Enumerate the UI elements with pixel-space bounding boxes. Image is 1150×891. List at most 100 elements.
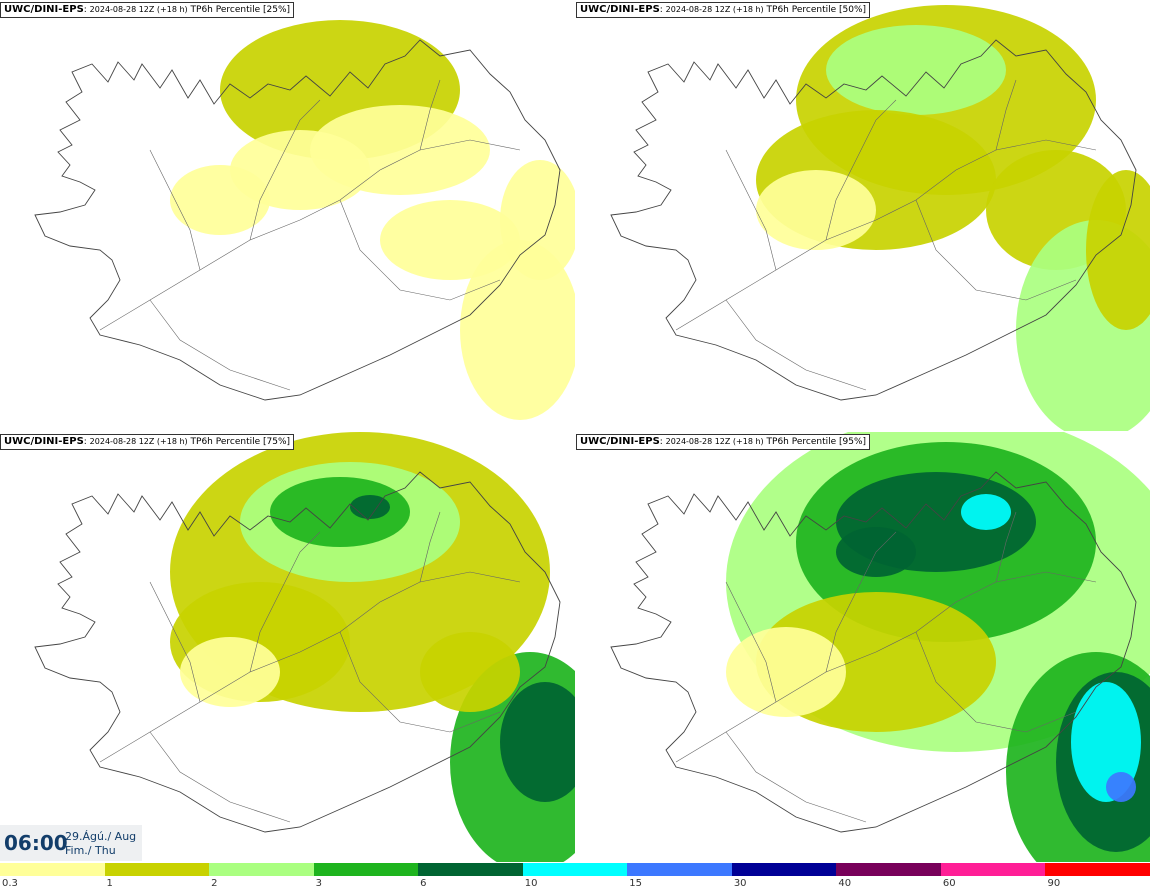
precip-area [270, 477, 410, 547]
legend-swatch [836, 863, 942, 876]
road-line [419, 79, 441, 151]
road-line [725, 149, 777, 271]
road-line [725, 299, 867, 391]
precip-map [610, 432, 1150, 863]
valid-date-line1: 29.Ágú./ Aug [65, 830, 137, 843]
precip-area [1086, 170, 1150, 330]
road-line [99, 139, 521, 331]
panel-title: UWC/DINI-EPS: 2024-08-28 12Z (+18 h) TP6… [0, 2, 295, 18]
road-line [419, 511, 441, 583]
precip-map [34, 432, 575, 863]
precip-map [34, 20, 575, 420]
coastline [34, 471, 561, 833]
run-info: 2024-08-28 12Z (+18 h) [665, 437, 764, 446]
legend-swatch [104, 863, 210, 876]
legend-swatch [940, 863, 1046, 876]
road-line [725, 581, 777, 703]
precip-field [726, 432, 1150, 863]
map-panel-p95: UWC/DINI-EPS: 2024-08-28 12Z (+18 h) TP6… [576, 432, 1150, 863]
map-panel-p75: UWC/DINI-EPS: 2024-08-28 12Z (+18 h) TP6… [0, 432, 575, 863]
road-line [825, 531, 897, 673]
legend-label: 0.3 [2, 878, 18, 889]
road-line [915, 631, 1077, 733]
road-line [249, 531, 321, 673]
precip-area [826, 25, 1006, 115]
legend-swatch [313, 863, 419, 876]
road-line [249, 99, 321, 241]
field-name: TP6h Percentile [25%] [190, 5, 291, 15]
legend-label: 2 [211, 878, 218, 889]
legend-label: 15 [629, 878, 642, 889]
road-line [825, 99, 897, 241]
precip-area [1106, 772, 1136, 802]
valid-date-line2: Fim./ Thu [65, 844, 116, 857]
precip-area [756, 170, 876, 250]
panel-title: UWC/DINI-EPS: 2024-08-28 12Z (+18 h) TP6… [576, 2, 871, 18]
precip-area [1071, 682, 1141, 802]
valid-time-box: 06:00 29.Ágú./ Aug Fim./ Thu [0, 825, 142, 861]
road-line [339, 199, 501, 301]
legend-label: 60 [942, 878, 956, 889]
map-panel-p25: UWC/DINI-EPS: 2024-08-28 12Z (+18 h) TP6… [0, 0, 575, 431]
road-line [915, 199, 1077, 301]
road-line [995, 79, 1017, 151]
precip-area [420, 632, 520, 712]
model-name: UWC/DINI-EPS [4, 4, 84, 15]
road-line [149, 299, 291, 391]
coastline [610, 39, 1137, 401]
legend-swatch [209, 863, 315, 876]
legend-label: 90 [1047, 878, 1061, 889]
valid-time: 06:00 [4, 831, 68, 855]
precip-area [170, 165, 270, 235]
road-line [725, 731, 867, 823]
map-panel-p50: UWC/DINI-EPS: 2024-08-28 12Z (+18 h) TP6… [576, 0, 1150, 431]
road-line [149, 731, 291, 823]
road-line [675, 139, 1097, 331]
precip-field [170, 20, 575, 420]
precip-area [500, 160, 575, 280]
model-name: UWC/DINI-EPS [580, 436, 660, 447]
model-name: UWC/DINI-EPS [4, 436, 84, 447]
legend-label: 40 [838, 878, 852, 889]
road-line [149, 581, 201, 703]
road-line [339, 631, 501, 733]
precip-area [961, 494, 1011, 530]
precip-field [170, 432, 575, 863]
road-line [675, 571, 1097, 763]
color-legend: 0.3 1 2 3 6 10 15 30 40 60 90 [0, 862, 1150, 891]
panel-divider [0, 431, 1150, 432]
field-name: TP6h Percentile [50%] [766, 5, 867, 15]
model-name: UWC/DINI-EPS [580, 4, 660, 15]
legend-label: 1 [106, 878, 113, 889]
legend-label: 30 [733, 878, 747, 889]
legend-swatch [522, 863, 628, 876]
precip-field [756, 5, 1150, 431]
legend-label: 3 [315, 878, 322, 889]
legend-label: 10 [524, 878, 538, 889]
legend-swatch [731, 863, 837, 876]
run-info: 2024-08-28 12Z (+18 h) [89, 437, 188, 446]
run-info: 2024-08-28 12Z (+18 h) [665, 5, 764, 14]
legend-label: 6 [420, 878, 427, 889]
legend-swatch [0, 863, 106, 876]
road-line [995, 511, 1017, 583]
precip-area [460, 240, 575, 420]
field-name: TP6h Percentile [95%] [766, 437, 867, 447]
legend-swatch [627, 863, 733, 876]
precip-area [726, 627, 846, 717]
precip-map [610, 5, 1150, 431]
road-line [149, 149, 201, 271]
precip-area [180, 637, 280, 707]
legend-swatch [1045, 863, 1150, 876]
precip-area [350, 495, 390, 519]
road-line [99, 571, 521, 763]
valid-date: 29.Ágú./ Aug Fim./ Thu [65, 830, 136, 858]
run-info: 2024-08-28 12Z (+18 h) [89, 5, 188, 14]
panel-title: UWC/DINI-EPS: 2024-08-28 12Z (+18 h) TP6… [0, 434, 295, 450]
coastline [34, 39, 561, 401]
legend-swatch [418, 863, 524, 876]
coastline [610, 471, 1137, 833]
field-name: TP6h Percentile [75%] [190, 437, 291, 447]
precip-area [500, 682, 575, 802]
panel-title: UWC/DINI-EPS: 2024-08-28 12Z (+18 h) TP6… [576, 434, 871, 450]
